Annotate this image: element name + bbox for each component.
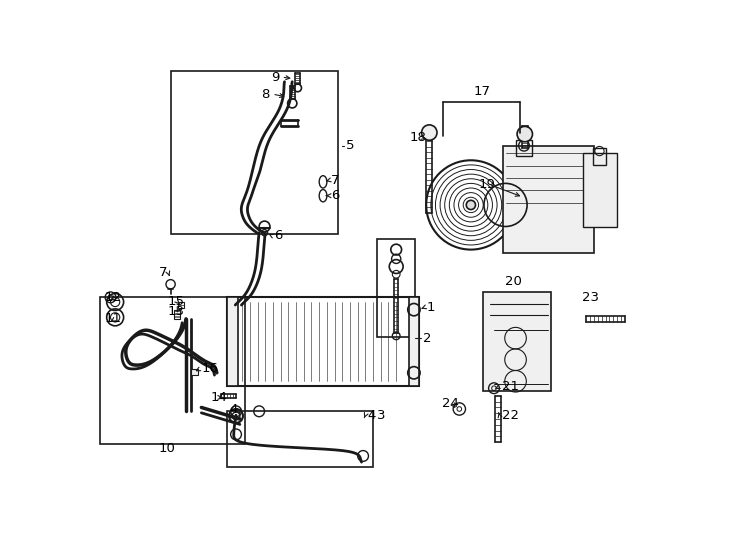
Text: 20: 20 <box>505 275 522 288</box>
Bar <box>100 298 244 444</box>
Text: 7: 7 <box>159 266 167 279</box>
Bar <box>583 153 617 226</box>
Bar <box>410 298 418 386</box>
Text: 11: 11 <box>104 313 121 326</box>
Text: 4: 4 <box>367 409 375 422</box>
Text: 9: 9 <box>271 71 279 84</box>
Text: 13: 13 <box>167 305 184 318</box>
Bar <box>515 140 532 156</box>
Text: 10: 10 <box>159 442 175 455</box>
Bar <box>175 309 180 319</box>
Bar <box>227 298 238 386</box>
Bar <box>483 292 551 390</box>
Text: 22: 22 <box>501 409 519 422</box>
Text: 6: 6 <box>331 189 339 202</box>
Text: 15: 15 <box>167 295 184 308</box>
Text: 18: 18 <box>410 131 426 145</box>
Bar <box>170 71 338 234</box>
Text: 6: 6 <box>274 230 282 242</box>
Circle shape <box>466 200 476 210</box>
Bar <box>192 369 197 375</box>
Text: 24: 24 <box>442 397 459 410</box>
Bar <box>504 146 594 253</box>
Bar <box>227 411 373 467</box>
Bar <box>178 302 184 308</box>
Text: 8: 8 <box>261 87 270 100</box>
Text: 19: 19 <box>479 178 495 191</box>
Text: 17: 17 <box>473 85 490 98</box>
Text: 14: 14 <box>211 391 228 404</box>
Text: 5: 5 <box>346 139 355 152</box>
Circle shape <box>421 125 437 140</box>
Text: 16: 16 <box>201 362 218 375</box>
Bar <box>592 148 606 165</box>
Circle shape <box>517 126 532 142</box>
Text: 3: 3 <box>377 409 385 422</box>
Text: 1: 1 <box>426 301 435 314</box>
Bar <box>377 239 415 338</box>
Text: 7: 7 <box>331 174 339 187</box>
Text: 12: 12 <box>104 291 121 304</box>
Text: 4: 4 <box>229 403 238 416</box>
Text: 21: 21 <box>501 380 519 393</box>
Text: 23: 23 <box>582 291 599 304</box>
Text: 2: 2 <box>423 332 432 345</box>
Bar <box>227 298 419 386</box>
